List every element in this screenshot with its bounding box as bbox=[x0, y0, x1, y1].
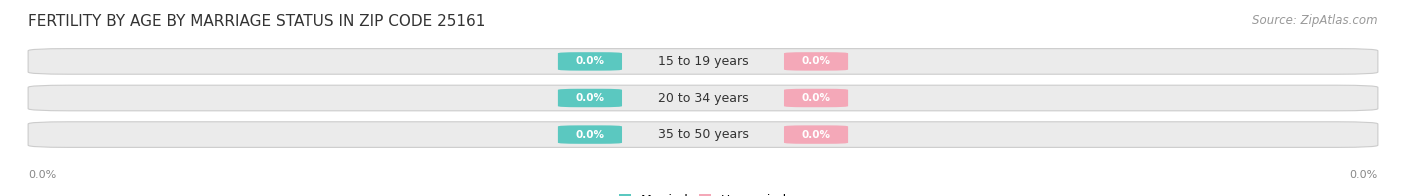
Text: 0.0%: 0.0% bbox=[801, 56, 831, 66]
FancyBboxPatch shape bbox=[28, 85, 1378, 111]
FancyBboxPatch shape bbox=[558, 125, 621, 144]
FancyBboxPatch shape bbox=[785, 52, 848, 71]
Text: 0.0%: 0.0% bbox=[575, 56, 605, 66]
Text: 0.0%: 0.0% bbox=[28, 170, 56, 180]
FancyBboxPatch shape bbox=[28, 49, 1378, 74]
Text: 0.0%: 0.0% bbox=[1350, 170, 1378, 180]
Text: 0.0%: 0.0% bbox=[801, 93, 831, 103]
Text: FERTILITY BY AGE BY MARRIAGE STATUS IN ZIP CODE 25161: FERTILITY BY AGE BY MARRIAGE STATUS IN Z… bbox=[28, 14, 485, 29]
Text: 15 to 19 years: 15 to 19 years bbox=[658, 55, 748, 68]
FancyBboxPatch shape bbox=[28, 122, 1378, 147]
Text: 0.0%: 0.0% bbox=[575, 130, 605, 140]
Legend: Married, Unmarried: Married, Unmarried bbox=[619, 194, 787, 196]
FancyBboxPatch shape bbox=[558, 52, 621, 71]
Text: 35 to 50 years: 35 to 50 years bbox=[658, 128, 748, 141]
FancyBboxPatch shape bbox=[785, 89, 848, 107]
Text: 20 to 34 years: 20 to 34 years bbox=[658, 92, 748, 104]
Text: 0.0%: 0.0% bbox=[575, 93, 605, 103]
FancyBboxPatch shape bbox=[785, 125, 848, 144]
FancyBboxPatch shape bbox=[558, 89, 621, 107]
Text: Source: ZipAtlas.com: Source: ZipAtlas.com bbox=[1253, 14, 1378, 27]
Text: 0.0%: 0.0% bbox=[801, 130, 831, 140]
